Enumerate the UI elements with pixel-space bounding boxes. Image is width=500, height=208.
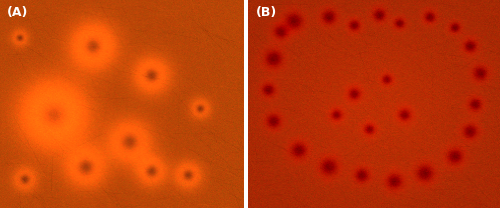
Text: (A): (A) (8, 6, 28, 19)
Text: (B): (B) (256, 6, 277, 19)
